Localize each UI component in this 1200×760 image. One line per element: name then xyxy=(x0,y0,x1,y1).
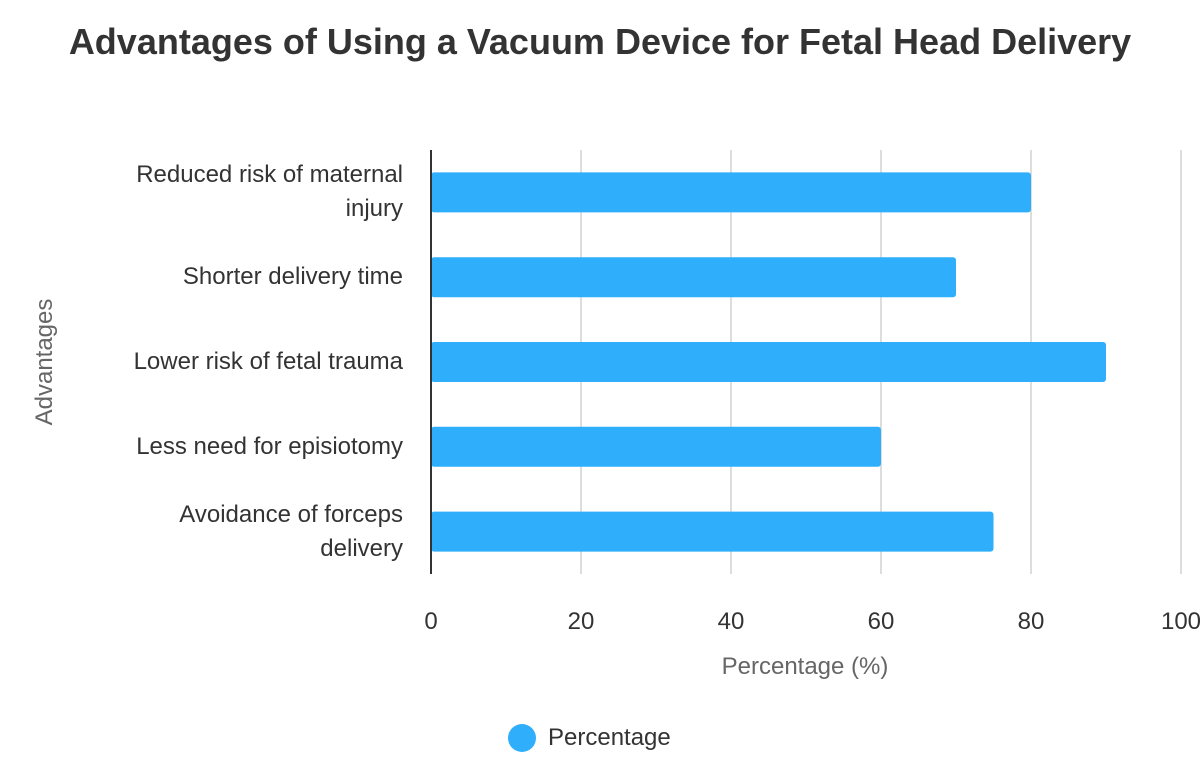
x-tick-label-5: 100 xyxy=(1160,608,1200,635)
bar-0 xyxy=(431,172,1031,213)
legend: Percentage xyxy=(508,724,671,752)
x-tick-label-3: 60 xyxy=(867,608,895,635)
category-label-4: Avoidance of forceps delivery xyxy=(179,500,403,562)
x-tick-label-0: 0 xyxy=(424,608,438,635)
legend-swatch xyxy=(508,724,536,752)
category-label-0: Reduced risk of maternal injury xyxy=(136,161,403,223)
x-tick-label-4: 80 xyxy=(1017,608,1045,635)
x-axis-label: Percentage (%) xyxy=(721,653,889,680)
category-label-2: Lower risk of fetal trauma xyxy=(133,348,403,375)
legend-label: Percentage xyxy=(548,724,671,751)
x-tick-label-1: 20 xyxy=(567,608,595,635)
chart-title: Advantages of Using a Vacuum Device for … xyxy=(68,21,1132,62)
category-label-1: Shorter delivery time xyxy=(182,263,403,291)
bar-3 xyxy=(431,426,881,467)
category-label-3: Less need for episiotomy xyxy=(136,432,403,460)
bar-1 xyxy=(431,257,956,298)
bar-2 xyxy=(431,342,1106,382)
bar-4 xyxy=(431,511,994,552)
x-tick-label-2: 40 xyxy=(717,608,745,635)
